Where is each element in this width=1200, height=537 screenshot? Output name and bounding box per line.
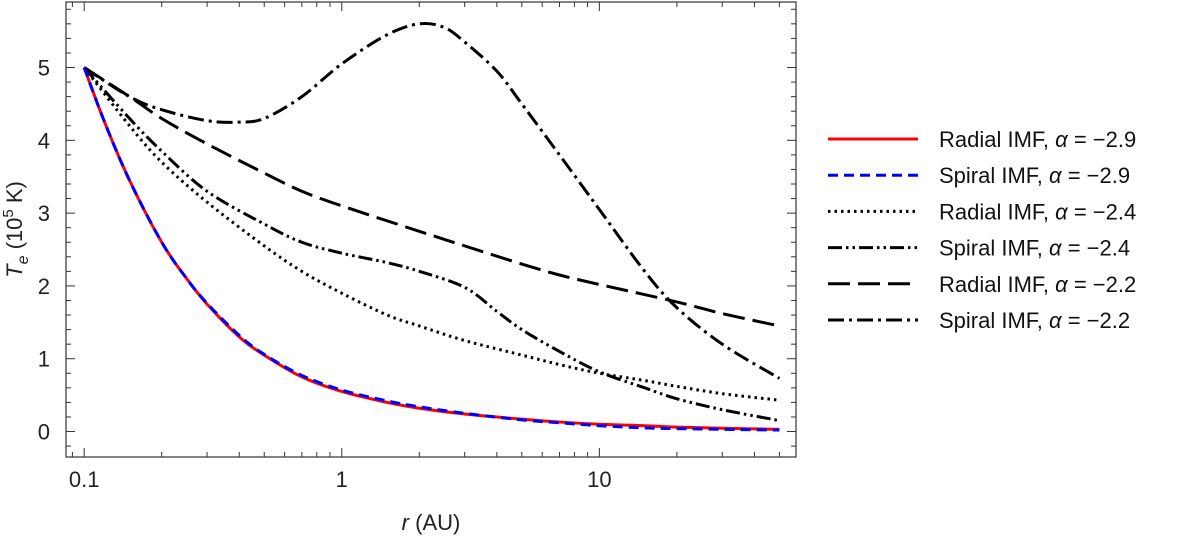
y-axis-subscript: e	[15, 255, 32, 264]
legend-label-6: Spiral IMF, α = −2.2	[939, 308, 1130, 333]
x-axis-unit: (AU)	[409, 510, 460, 535]
y-axis-symbol: T	[2, 263, 27, 278]
legend-label-2: Spiral IMF, α = −2.9	[939, 163, 1130, 188]
y-tick-label: 2	[38, 274, 50, 299]
x-axis-symbol: r	[402, 510, 411, 535]
plot-frame	[65, 1, 797, 458]
y-tick-label: 5	[38, 56, 50, 81]
series-line-2	[82, 66, 780, 432]
y-tick-label: 3	[38, 201, 50, 226]
tick-layer	[66, 2, 796, 457]
series-line-5	[83, 66, 780, 328]
legend: Radial IMF, α = −2.9 Spiral IMF, α = −2.9…	[828, 127, 1136, 333]
legend-label-3: Radial IMF, α = −2.4	[939, 199, 1136, 224]
y-axis-unit-pre: (10	[2, 218, 27, 256]
legend-label-1: Radial IMF, α = −2.9	[939, 127, 1136, 152]
series-line-3	[82, 66, 780, 402]
y-tick-label: 1	[38, 347, 50, 372]
x-tick-label: 0.1	[69, 467, 100, 492]
y-axis-unit-post: K)	[2, 181, 27, 209]
y-tick-label: 0	[38, 420, 50, 445]
legend-label-5: Radial IMF, α = −2.2	[939, 272, 1136, 297]
series-line-6	[83, 21, 781, 380]
x-tick-label: 10	[587, 467, 611, 492]
y-tick-label: 4	[38, 128, 50, 153]
x-axis-label: r (AU)	[402, 510, 461, 535]
series-line-4	[83, 66, 780, 423]
series-layer	[82, 21, 781, 432]
series-line-1	[82, 66, 780, 431]
y-axis-unit-exponent: 5	[0, 209, 17, 217]
legend-label-4: Spiral IMF, α = −2.4	[939, 236, 1130, 261]
y-axis-label: Te (105 K)	[0, 181, 32, 278]
x-tick-label: 1	[336, 467, 348, 492]
tick-label-layer: 0.1 1 10 0 1 2 3 4 5	[38, 56, 612, 492]
